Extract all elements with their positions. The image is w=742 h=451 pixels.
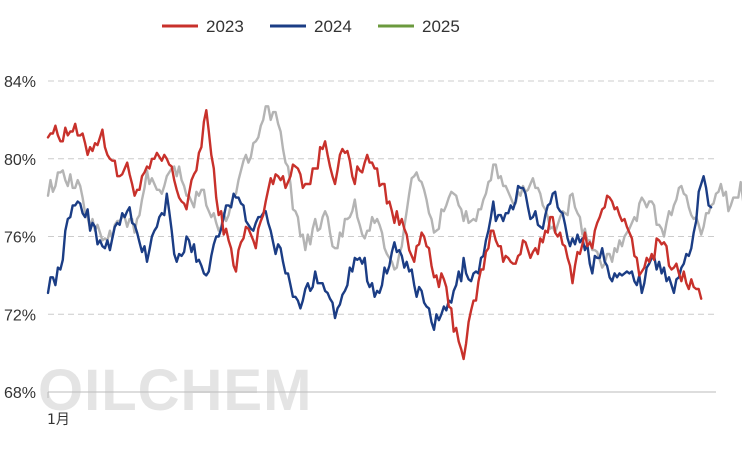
y-axis-ticks: 68% 72% 76% 80% 84% [4, 74, 36, 402]
y-tick-label: 68% [4, 385, 36, 402]
x-axis-ticks: 1月 [47, 392, 70, 428]
y-tick-label: 76% [4, 230, 36, 247]
series-lines [46, 105, 742, 361]
legend-label: 2025 [422, 17, 460, 36]
legend: 2023 2024 2025 [162, 17, 460, 36]
series-line-2023 [46, 109, 703, 361]
y-tick-label: 84% [4, 74, 36, 91]
y-tick-label: 80% [4, 152, 36, 169]
y-tick-label: 72% [4, 307, 36, 324]
series-line-2024 [46, 175, 713, 331]
legend-label: 2023 [206, 17, 244, 36]
x-tick-label: 1月 [47, 412, 70, 428]
watermark-logo: OILCHEM [38, 358, 312, 423]
legend-label: 2024 [314, 17, 352, 36]
series-line-unlabeled [46, 105, 742, 271]
